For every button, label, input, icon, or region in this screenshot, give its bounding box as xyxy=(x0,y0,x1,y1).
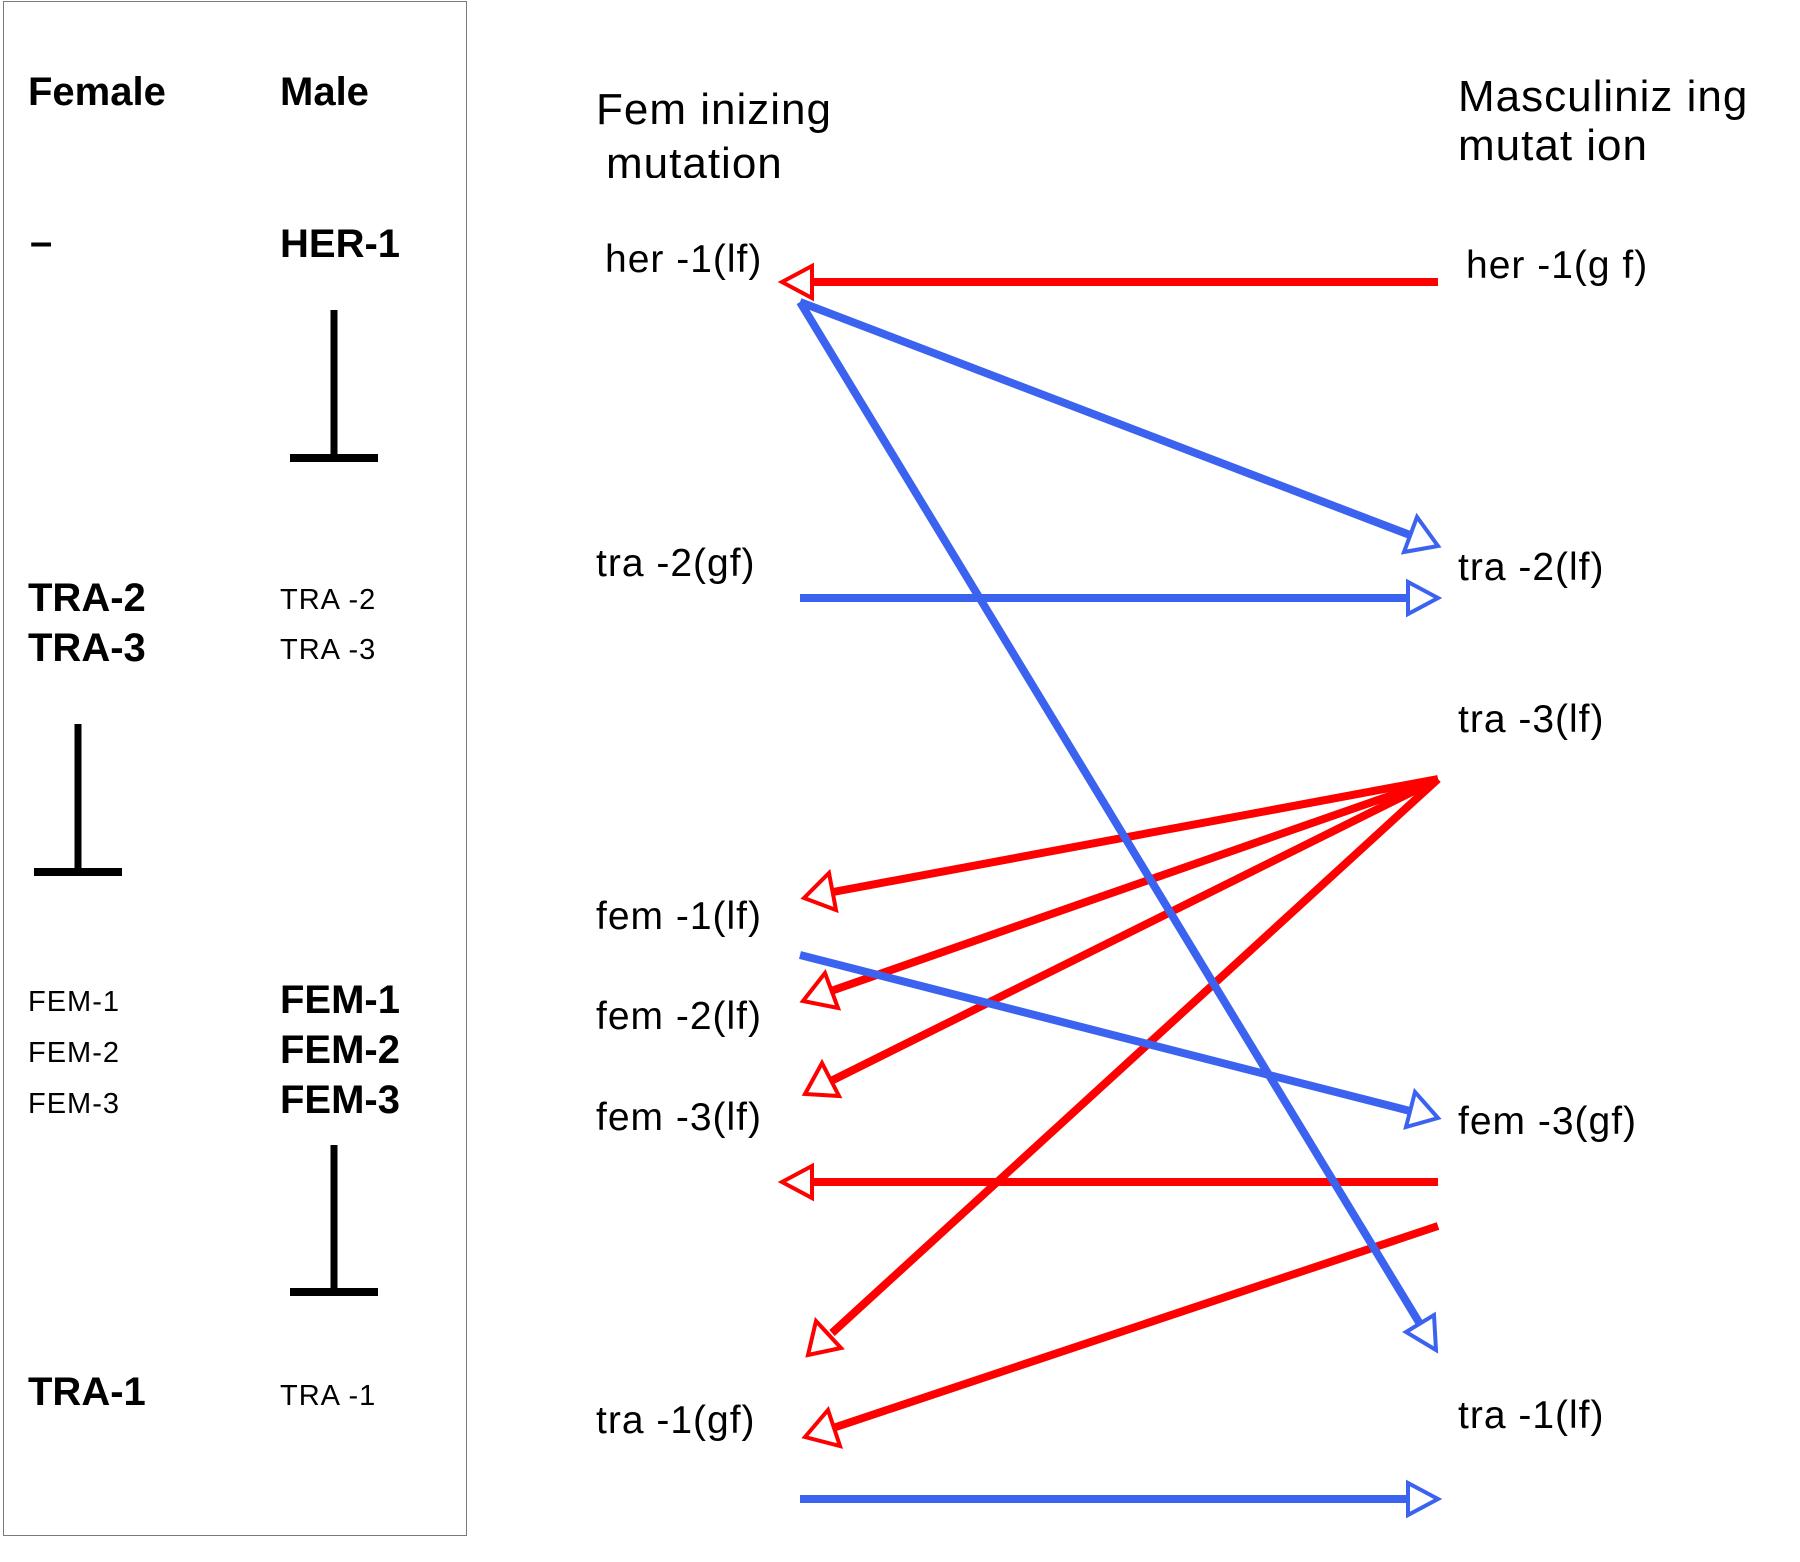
female-tra2-label: TRA-2 xyxy=(28,576,146,620)
male-fem3-label: FEM-3 xyxy=(280,1078,400,1122)
male-tra1-label: TRA -1 xyxy=(280,1380,377,1412)
male-fem1-label: FEM-1 xyxy=(280,978,400,1022)
blue-arrow-tra2gf-to-tra2lf xyxy=(800,578,1443,618)
female-tra3-label: TRA-3 xyxy=(28,626,146,670)
feminizing-mutation-label: her -1(lf) xyxy=(605,238,763,281)
masculinizing-mutation-label: tra -1(lf) xyxy=(1458,1394,1605,1437)
female-her-dash: – xyxy=(30,220,53,264)
red-arrow-tra3lf-to-fem3lf xyxy=(801,775,1440,1099)
feminizing-header-line2: mutation xyxy=(606,142,783,178)
inhibition-bar-fem xyxy=(290,1145,378,1296)
feminizing-mutation-label: fem -1(lf) xyxy=(596,895,762,938)
red-arrow-tra3lf-to-fem2lf xyxy=(799,775,1440,1011)
red-arrow-tra3lf-to-tra1gf xyxy=(805,776,1441,1358)
masculinizing-mutation-label: tra -2(lf) xyxy=(1458,546,1605,589)
feminizing-mutation-label: fem -2(lf) xyxy=(596,995,762,1038)
female-fem3-label: FEM-3 xyxy=(28,1088,120,1120)
red-arrow-tra3lf-to-fem1lf xyxy=(800,775,1439,914)
female-fem1-label: FEM-1 xyxy=(28,986,120,1018)
female-header: Female xyxy=(28,70,166,114)
inhibition-bar-her1 xyxy=(290,310,378,462)
inhibition-bar-tra2-tra3 xyxy=(34,724,122,876)
blue-arrow-fem1lf-to-fem3gf xyxy=(799,951,1442,1130)
masculinizing-header-line1: Masculiniz ing xyxy=(1458,72,1749,121)
masculinizing-mutation-label: her -1(g f) xyxy=(1466,244,1649,287)
masculinizing-mutation-label: fem -3(gf) xyxy=(1458,1100,1638,1143)
male-tra2-label: TRA -2 xyxy=(280,584,377,616)
male-fem2-label: FEM-2 xyxy=(280,1028,400,1072)
blue-arrow-her1lf-to-tra1lf xyxy=(796,299,1439,1354)
feminizing-mutation-label: tra -2(gf) xyxy=(596,542,756,585)
masculinizing-header-line2: mutat ion xyxy=(1458,121,1648,170)
red-arrow-tra1lf-to-tra1gf xyxy=(801,1222,1440,1449)
feminizing-mutation-label: fem -3(lf) xyxy=(596,1096,762,1139)
male-tra3-label: TRA -3 xyxy=(280,634,377,666)
female-fem2-label: FEM-2 xyxy=(28,1037,120,1069)
female-tra1-label: TRA-1 xyxy=(28,1370,146,1414)
feminizing-header-line1: Fem inizing xyxy=(596,85,832,134)
blue-arrow-her1lf-to-tra2lf xyxy=(798,298,1442,555)
blue-arrow-tra1gf-to-tra1lf xyxy=(800,1479,1443,1519)
male-header: Male xyxy=(280,70,369,114)
feminizing-mutation-label: tra -1(gf) xyxy=(596,1399,756,1442)
pathway-panel xyxy=(3,1,467,1536)
masculinizing-mutation-label: tra -3(lf) xyxy=(1458,698,1605,741)
red-arrow-her1gf-to-her1lf xyxy=(777,262,1438,302)
male-her1-label: HER-1 xyxy=(280,222,401,266)
